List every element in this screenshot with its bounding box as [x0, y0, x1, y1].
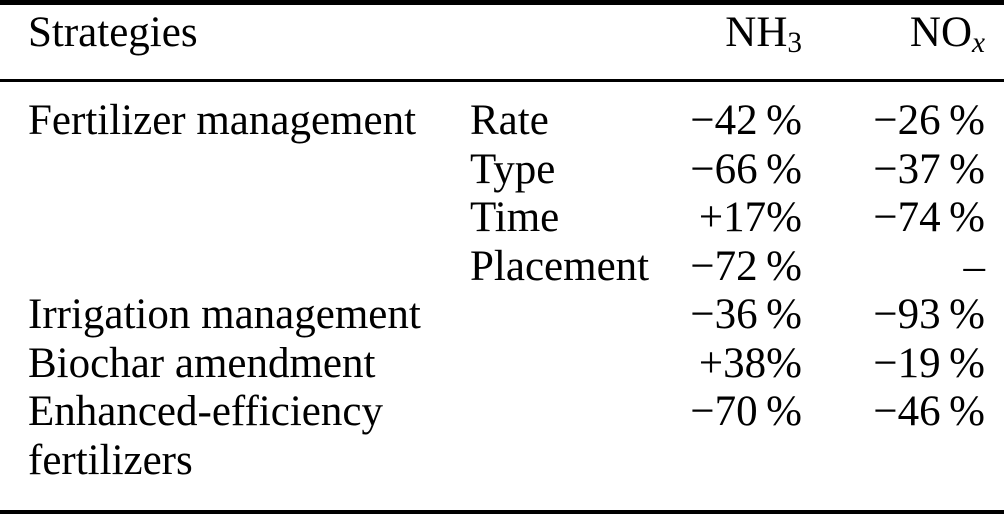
table-row: Type −66 % −37 %	[0, 146, 1004, 195]
table-row: Time +17% −74 %	[0, 194, 1004, 243]
nh3-value-cell: −70 %	[690, 388, 802, 435]
strategy-cell	[0, 194, 470, 243]
header-nox: NOx	[802, 2, 1004, 82]
nox-subscript: x	[972, 27, 985, 60]
table-row: Enhanced-efficiency fertilizers −70 % −4…	[0, 388, 1004, 513]
nh3-value-cell: −42 %	[690, 97, 802, 144]
strategy-cell: Enhanced-efficiency fertilizers	[28, 388, 383, 484]
table-row: Irrigation management −36 % −93 %	[0, 291, 1004, 340]
strategy-cell	[0, 243, 470, 292]
table-header-row: Strategies NH3 NOx	[0, 2, 1004, 82]
nox-value-cell: −26 %	[873, 97, 985, 144]
substrategy-cell	[470, 340, 680, 389]
header-strategies: Strategies	[0, 2, 470, 82]
header-nh3: NH3	[680, 2, 802, 82]
nox-value-cell: −93 %	[873, 291, 985, 338]
nh3-value-cell: −66 %	[690, 145, 802, 193]
substrategy-cell	[470, 388, 680, 513]
strategy-cell	[0, 146, 470, 195]
substrategy-cell: Type	[470, 145, 556, 193]
nh3-value-cell: −72 %	[690, 242, 802, 290]
nox-value-cell: −37 %	[873, 145, 985, 193]
strategy-cell: Fertilizer management	[28, 97, 417, 144]
nox-value-cell: −46 %	[873, 388, 985, 435]
nox-value-cell: −74 %	[873, 194, 985, 241]
table-row: Fertilizer management Rate −42 % −26 %	[0, 81, 1004, 146]
substrategy-cell	[470, 291, 680, 340]
header-spacer	[470, 2, 680, 82]
strategy-cell: Biochar amendment	[28, 339, 376, 387]
nh3-value-cell: +38%	[698, 339, 802, 387]
table-row: Biochar amendment +38% −19 %	[0, 340, 1004, 389]
header-nox-formula: NO	[909, 9, 973, 56]
nox-value-cell: –	[963, 242, 986, 290]
strategy-cell: Irrigation management	[28, 291, 421, 338]
substrategy-cell: Placement	[470, 242, 650, 290]
nh3-subscript: 3	[787, 27, 802, 60]
header-nh3-formula: NH	[725, 9, 788, 56]
nox-value-cell: −19 %	[873, 339, 985, 387]
substrategy-cell: Rate	[470, 97, 549, 144]
table-row: Placement −72 % –	[0, 243, 1004, 292]
nh3-value-cell: +17%	[698, 194, 802, 241]
substrategy-cell: Time	[470, 194, 560, 241]
nh3-value-cell: −36 %	[690, 291, 802, 338]
